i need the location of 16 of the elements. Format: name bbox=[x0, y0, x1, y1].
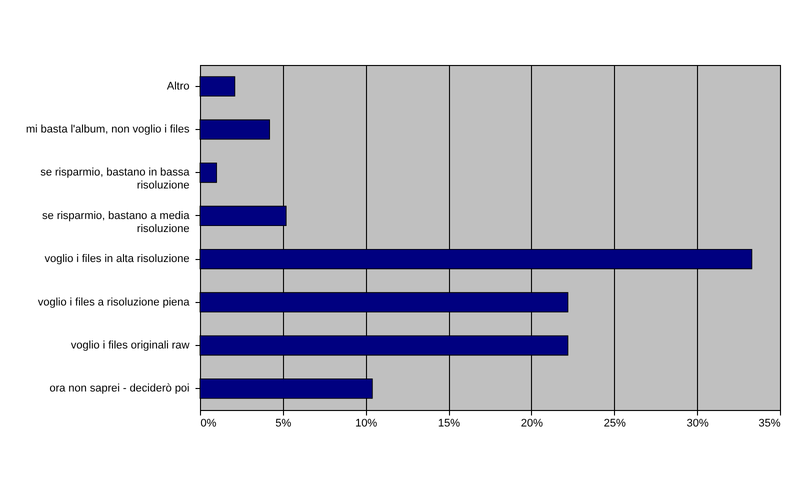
y-tick-label: ora non saprei - deciderò poi bbox=[49, 382, 190, 395]
y-tick-label: se risparmio, bastano in bassa risoluzione bbox=[40, 166, 190, 192]
y-tick-label: se risparmio, bastano a media risoluzione bbox=[42, 210, 190, 235]
x-tick-label: 0% bbox=[200, 418, 217, 430]
y-tick-label: voglio i files in alta risoluzione bbox=[44, 253, 190, 266]
x-tick-label: 35% bbox=[758, 418, 781, 430]
x-tick-label: 15% bbox=[438, 418, 460, 430]
x-tick-label: 5% bbox=[275, 418, 292, 430]
y-tick-label: Altro bbox=[166, 80, 190, 92]
x-tick-label: 30% bbox=[686, 418, 709, 430]
y-tick-label: voglio i files a risoluzione piena bbox=[38, 296, 190, 308]
x-tick-label: 25% bbox=[604, 418, 626, 430]
y-tick-label: voglio i files originali raw bbox=[70, 339, 190, 352]
x-tick-label: 20% bbox=[520, 418, 544, 430]
y-tick-label: mi basta l'album, non voglio i files bbox=[26, 124, 190, 136]
x-tick-label: 10% bbox=[355, 418, 378, 430]
